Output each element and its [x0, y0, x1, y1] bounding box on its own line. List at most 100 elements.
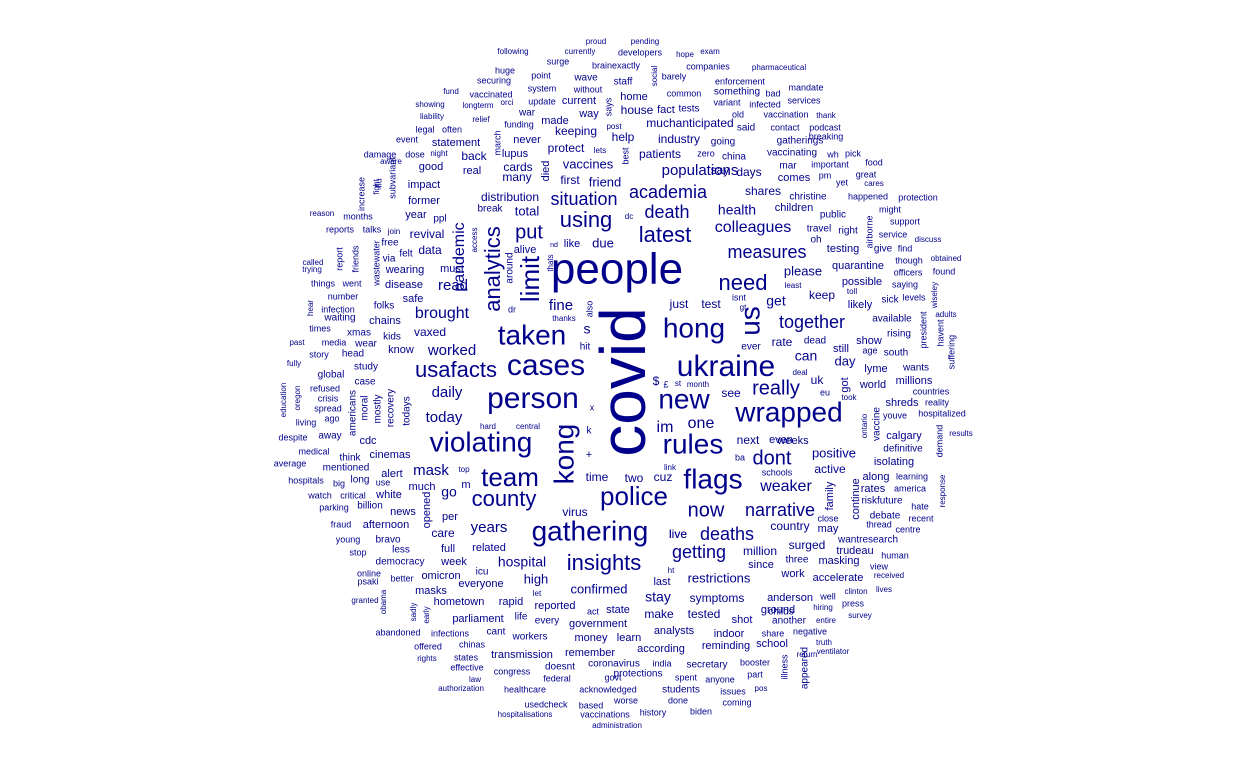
word-9: flags [683, 463, 742, 494]
word-159: many [502, 170, 531, 184]
word-62: friend [589, 174, 622, 189]
word-471: hear [306, 300, 315, 316]
word-405: following [497, 47, 528, 56]
word-331: young [336, 534, 361, 544]
word-389: legal [415, 124, 434, 134]
word-356: crisis [318, 393, 339, 403]
word-23: using [560, 207, 613, 232]
word-5: hong [663, 312, 725, 343]
word-369: folks [374, 301, 395, 312]
word-173: former [408, 195, 440, 207]
word-379: months [343, 211, 373, 221]
word-478: dc [625, 212, 633, 221]
word-113: still [833, 343, 849, 355]
word-286: law [469, 675, 481, 684]
word-282: transmission [491, 649, 553, 661]
word-94: vaxed [414, 325, 446, 339]
word-37: colleagues [715, 219, 792, 236]
word-46: daily [432, 384, 463, 401]
word-255: issues [720, 686, 746, 696]
word-402: point [531, 70, 551, 80]
word-418: bad [765, 88, 780, 98]
word-366: times [309, 323, 331, 333]
word-100: much [409, 481, 436, 493]
word-263: administration [592, 721, 642, 730]
word-10: rules [663, 428, 724, 459]
word-466: march [492, 130, 502, 155]
word-91: wearing [385, 264, 425, 276]
word-424: says [603, 97, 613, 116]
word-219: age [862, 345, 877, 355]
word-111: days [736, 165, 761, 179]
word-400: fund [443, 87, 459, 96]
word-432: yet [836, 177, 849, 187]
word-458: k [587, 426, 593, 437]
word-352: despite [278, 432, 307, 442]
word-137: vaccine [872, 407, 883, 441]
word-214: adults [935, 310, 956, 319]
word-119: got [839, 377, 851, 392]
word-157: first [560, 173, 580, 187]
word-188: something [714, 87, 760, 98]
word-317: week [440, 556, 467, 568]
word-266: hospitalisations [498, 710, 553, 719]
word-476: early [422, 606, 431, 623]
word-176: real [463, 165, 481, 177]
word-330: stop [349, 547, 366, 557]
word-462: wastewater [371, 240, 381, 287]
word-422: thank [816, 111, 837, 120]
word-124: quarantine [832, 260, 884, 272]
word-215: president [918, 311, 928, 349]
word-258: students [662, 685, 700, 696]
word-217: suffering [946, 335, 956, 369]
word-211: found [933, 266, 956, 276]
word-367: xmas [347, 328, 371, 339]
word-351: away [318, 431, 341, 442]
word-197: important [811, 159, 849, 169]
word-24: need [719, 270, 768, 295]
word-337: big [333, 478, 345, 488]
word-338: use [376, 477, 391, 487]
word-200: cares [864, 179, 884, 188]
word-426: best [620, 147, 630, 165]
word-163: break [477, 204, 503, 215]
word-298: share [762, 628, 785, 638]
word-350: americans [348, 390, 359, 436]
word-472: friends [350, 245, 360, 273]
word-229: riskfuture [861, 496, 903, 507]
word-241: lives [876, 585, 892, 594]
word-103: like [564, 238, 581, 250]
word-190: mandate [788, 82, 823, 92]
word-58: stay [645, 589, 671, 605]
word-283: congress [494, 666, 531, 676]
word-175: back [461, 149, 487, 163]
word-443: ba [735, 452, 745, 462]
word-128: masking [819, 555, 860, 567]
word-116: uk [811, 373, 825, 387]
word-300: another [772, 616, 807, 627]
word-34: together [779, 312, 845, 332]
word-303: well [819, 591, 836, 601]
word-361: story [309, 349, 329, 359]
word-87: reported [535, 600, 576, 612]
word-105: see [721, 386, 741, 400]
word-225: ontario [860, 413, 869, 438]
word-86: tested [688, 607, 721, 621]
word-265: usedcheck [524, 699, 568, 709]
word-154: help [612, 130, 635, 144]
word-484: £ [663, 379, 668, 389]
word-52: restrictions [688, 570, 751, 585]
word-70: shares [745, 184, 781, 198]
word-169: felt [399, 249, 413, 260]
word-36: getting [672, 542, 726, 562]
word-259: done [668, 695, 688, 705]
word-233: debate [870, 511, 901, 522]
word-289: chinas [459, 639, 486, 649]
word-409: pending [631, 37, 659, 46]
word-180: made [541, 115, 569, 127]
word-112: children [775, 202, 814, 214]
word-246: truth [816, 638, 832, 647]
word-118: dead [804, 336, 826, 347]
word-323: afternoon [363, 519, 409, 531]
word-267: healthcare [504, 684, 546, 694]
